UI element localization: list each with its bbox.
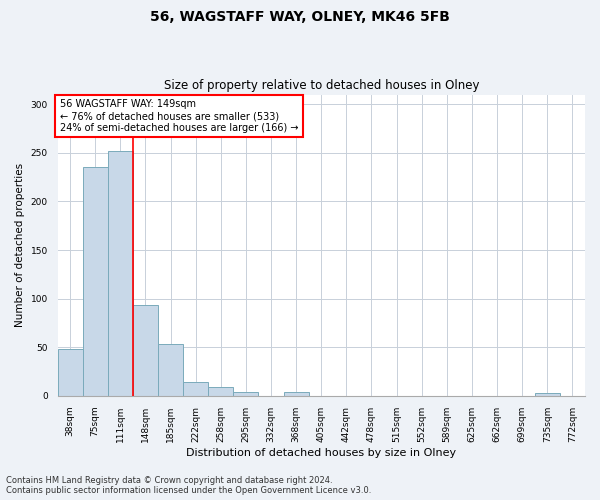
- Text: 56 WAGSTAFF WAY: 149sqm
← 76% of detached houses are smaller (533)
24% of semi-d: 56 WAGSTAFF WAY: 149sqm ← 76% of detache…: [60, 100, 299, 132]
- Bar: [284, 392, 309, 396]
- Bar: [58, 349, 83, 396]
- Text: Contains HM Land Registry data © Crown copyright and database right 2024.
Contai: Contains HM Land Registry data © Crown c…: [6, 476, 371, 495]
- Bar: [108, 151, 133, 396]
- Text: 56, WAGSTAFF WAY, OLNEY, MK46 5FB: 56, WAGSTAFF WAY, OLNEY, MK46 5FB: [150, 10, 450, 24]
- X-axis label: Distribution of detached houses by size in Olney: Distribution of detached houses by size …: [186, 448, 457, 458]
- Y-axis label: Number of detached properties: Number of detached properties: [15, 163, 25, 328]
- Bar: [83, 168, 108, 396]
- Bar: [208, 387, 233, 396]
- Bar: [535, 393, 560, 396]
- Title: Size of property relative to detached houses in Olney: Size of property relative to detached ho…: [164, 79, 479, 92]
- Bar: [183, 382, 208, 396]
- Bar: [158, 344, 183, 396]
- Bar: [133, 306, 158, 396]
- Bar: [233, 392, 259, 396]
